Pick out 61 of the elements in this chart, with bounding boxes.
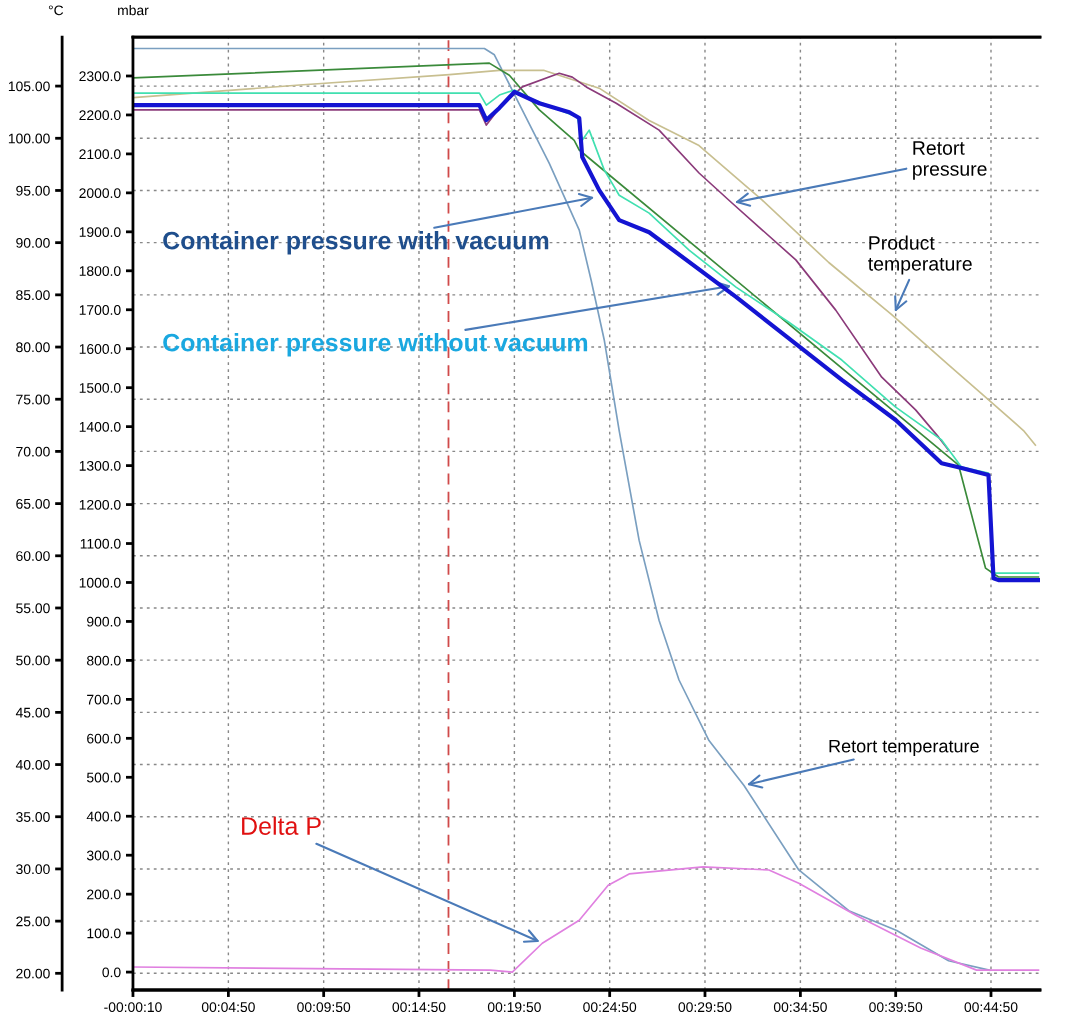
y-tick-label: 85.00	[16, 290, 50, 301]
y-tick-label: 75.00	[16, 394, 50, 405]
y-tick-label: 90.00	[16, 237, 50, 248]
y-tick-label: 100.00	[8, 133, 50, 144]
y-tick-label: 20.00	[16, 968, 50, 979]
y-tick-label: 40.00	[15, 759, 50, 770]
y-tick-label: 80.00	[16, 342, 50, 353]
y-tick-label: 95.00	[16, 185, 50, 196]
y2-tick-label: 1200.0	[79, 499, 121, 510]
y2-tick-label: 700.0	[87, 694, 121, 705]
y2-tick-label: 800.0	[87, 655, 121, 666]
y2-tick-label: 1500.0	[79, 383, 121, 393]
x-tick-label: 00:39:50	[869, 1002, 923, 1013]
x-tick-label: 00:24:50	[583, 1002, 637, 1013]
y-tick-label: 60.00	[16, 551, 50, 561]
x-tick-label: 00:34:50	[773, 1002, 827, 1013]
y2-tick-label: 200.0	[87, 889, 121, 900]
x-tick-label: -00:00:10	[104, 1002, 162, 1013]
y2-tick-label: 100.0	[87, 928, 121, 939]
annotation: Container pressure with vacuum	[163, 231, 549, 255]
y-tick-label: 50.00	[16, 655, 50, 666]
y2-tick-label: 2200.0	[79, 110, 121, 121]
y2-tick-label: 2000.0	[79, 188, 121, 199]
x-tick-label: 00:44:50	[964, 1002, 1018, 1013]
line-series	[132, 866, 1040, 973]
y-tick-label: 55.00	[16, 603, 50, 614]
y2-tick-label: 1400.0	[79, 421, 121, 432]
y2-tick-label: 1000.0	[79, 577, 121, 588]
y2-tick-label: 2100.0	[79, 149, 121, 160]
y2-tick-label: 600.0	[87, 733, 121, 744]
y2-tick-label: 1100.0	[80, 538, 121, 549]
y2-tick-label: 0.0	[102, 967, 121, 978]
y-tick-label: 30.00	[16, 864, 50, 875]
annotation: Product temperature	[868, 235, 972, 275]
annotation: Retort temperature	[829, 739, 979, 757]
y2-tick-label: 1800.0	[79, 266, 121, 276]
x-tick-label: 00:04:50	[201, 1002, 255, 1013]
y-tick-label: 25.00	[16, 916, 50, 927]
y2-tick-label: 900.0	[87, 616, 121, 627]
y-tick-label: 35.00	[16, 812, 50, 822]
y2-tick-label: 2300.0	[79, 71, 121, 82]
y2-tick-label: 1300.0	[79, 460, 121, 471]
y2-tick-label: 1700.0	[79, 305, 121, 315]
x-tick-label: 00:29:50	[678, 1002, 732, 1013]
y2-tick-label: 400.0	[86, 811, 121, 822]
annotation: Container pressure without vacuum	[163, 333, 588, 357]
y-tick-label: 45.00	[15, 707, 50, 718]
y-axis-title: °C	[48, 5, 64, 16]
y2-tick-label: 300.0	[86, 850, 121, 861]
annotation: Retort pressure	[913, 141, 987, 180]
y2-tick-label: 500.0	[86, 772, 121, 783]
x-tick-label: 00:14:50	[392, 1002, 446, 1013]
y-tick-label: 105.00	[8, 81, 50, 92]
annotation: Delta P	[242, 816, 321, 835]
y2-tick-label: 1600.0	[79, 344, 121, 354]
x-tick-label: 00:09:50	[297, 1002, 351, 1013]
y2-tick-label: 1900.0	[79, 227, 121, 237]
y-tick-label: 65.00	[16, 498, 50, 509]
y2-axis-title: mbar	[118, 5, 149, 16]
x-tick-label: 00:19:50	[487, 1002, 541, 1013]
y-tick-label: 70.00	[16, 446, 50, 457]
